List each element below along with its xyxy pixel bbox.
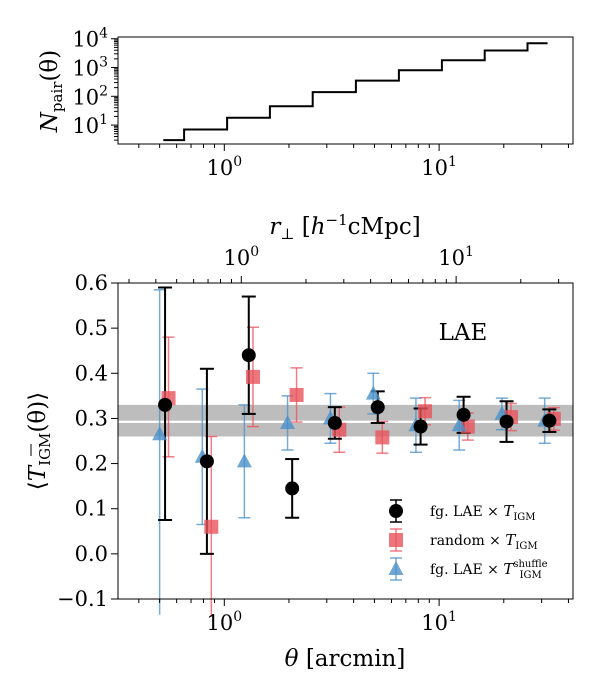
igm-x-tick-label: 100 bbox=[206, 609, 242, 635]
triangle-marker bbox=[365, 385, 381, 400]
legend-triangle-marker bbox=[388, 561, 404, 575]
top-axis-tick-label: 101 bbox=[438, 244, 474, 270]
circle-marker bbox=[413, 419, 428, 434]
pair-count-plot-frame bbox=[117, 36, 574, 145]
circle-marker bbox=[158, 397, 173, 412]
igm-correlation-panel: r⊥ [h−1cMpc] 100 101 100 101 −0.1 0.0 0.1 0.2… bbox=[25, 211, 574, 672]
data-markers bbox=[152, 348, 561, 534]
legend-label: fg. LAE × TIGM bbox=[430, 502, 536, 523]
square-marker bbox=[375, 430, 390, 445]
triangle-marker bbox=[236, 453, 252, 468]
square-marker bbox=[245, 369, 260, 384]
circle-marker bbox=[241, 348, 256, 363]
triangle-marker bbox=[451, 417, 467, 432]
top-axis-label: r⊥ [h−1cMpc] bbox=[269, 211, 420, 243]
igm-top-x-ticks: 100 101 bbox=[128, 244, 560, 283]
igm-plot-frame bbox=[117, 282, 574, 600]
igm-y-tick-label: 0.3 bbox=[75, 406, 108, 430]
square-marker bbox=[289, 387, 304, 402]
circle-marker bbox=[327, 415, 342, 430]
pair-count-x-ticks: 100 101 bbox=[138, 144, 569, 180]
circle-marker bbox=[285, 481, 300, 496]
legend-square-marker bbox=[389, 533, 403, 547]
igm-y-ticks: −0.1 0.0 0.1 0.2 0.3 0.4 0.5 0.6 bbox=[57, 271, 118, 611]
legend-circle-marker bbox=[389, 504, 403, 518]
legend-label: fg. LAE × Tshuffle IGM bbox=[430, 559, 548, 581]
legend: fg. LAE × TIGM random × TIGM fg. LAE × Tsh… bbox=[388, 499, 548, 581]
igm-x-label: θ [arcmin] bbox=[285, 646, 406, 672]
pair-count-x-tick-label: 101 bbox=[421, 154, 457, 180]
circle-marker bbox=[456, 407, 471, 422]
triangle-marker bbox=[152, 426, 168, 441]
circle-marker bbox=[499, 414, 514, 429]
pair-count-step-line bbox=[163, 42, 548, 142]
legend-label: random × TIGM bbox=[430, 531, 538, 552]
igm-y-tick-label: 0.2 bbox=[75, 452, 108, 476]
square-marker bbox=[204, 519, 219, 534]
lae-annotation: LAE bbox=[439, 320, 488, 346]
pair-count-y-label: Npair(θ) bbox=[37, 50, 66, 133]
pair-count-y-tick-label: 103 bbox=[72, 55, 108, 81]
pair-count-y-tick-label: 102 bbox=[72, 83, 108, 109]
igm-y-tick-label: 0.0 bbox=[75, 542, 108, 566]
igm-y-tick-label: 0.4 bbox=[75, 361, 108, 385]
igm-y-tick-label: −0.1 bbox=[57, 587, 108, 611]
pair-count-y-tick-label: 104 bbox=[72, 26, 108, 52]
circle-marker bbox=[370, 400, 385, 415]
igm-y-label: ⟨TIGM(θ)⟩ bbox=[25, 392, 54, 490]
circle-marker bbox=[542, 413, 557, 428]
pair-count-step-path bbox=[163, 42, 548, 142]
triangle-marker bbox=[280, 414, 296, 429]
top-axis-tick-label: 100 bbox=[223, 244, 259, 270]
pair-count-x-tick-label: 100 bbox=[206, 154, 242, 180]
igm-y-tick-label: 0.1 bbox=[75, 497, 108, 521]
igm-y-tick-label: 0.6 bbox=[75, 271, 108, 295]
igm-y-tick-label: 0.5 bbox=[75, 316, 108, 340]
square-marker bbox=[418, 404, 433, 419]
igm-x-ticks: 100 101 bbox=[138, 599, 569, 635]
circle-marker bbox=[199, 454, 214, 469]
pair-count-y-tick-label: 101 bbox=[72, 112, 108, 138]
igm-x-tick-label: 101 bbox=[421, 609, 457, 635]
